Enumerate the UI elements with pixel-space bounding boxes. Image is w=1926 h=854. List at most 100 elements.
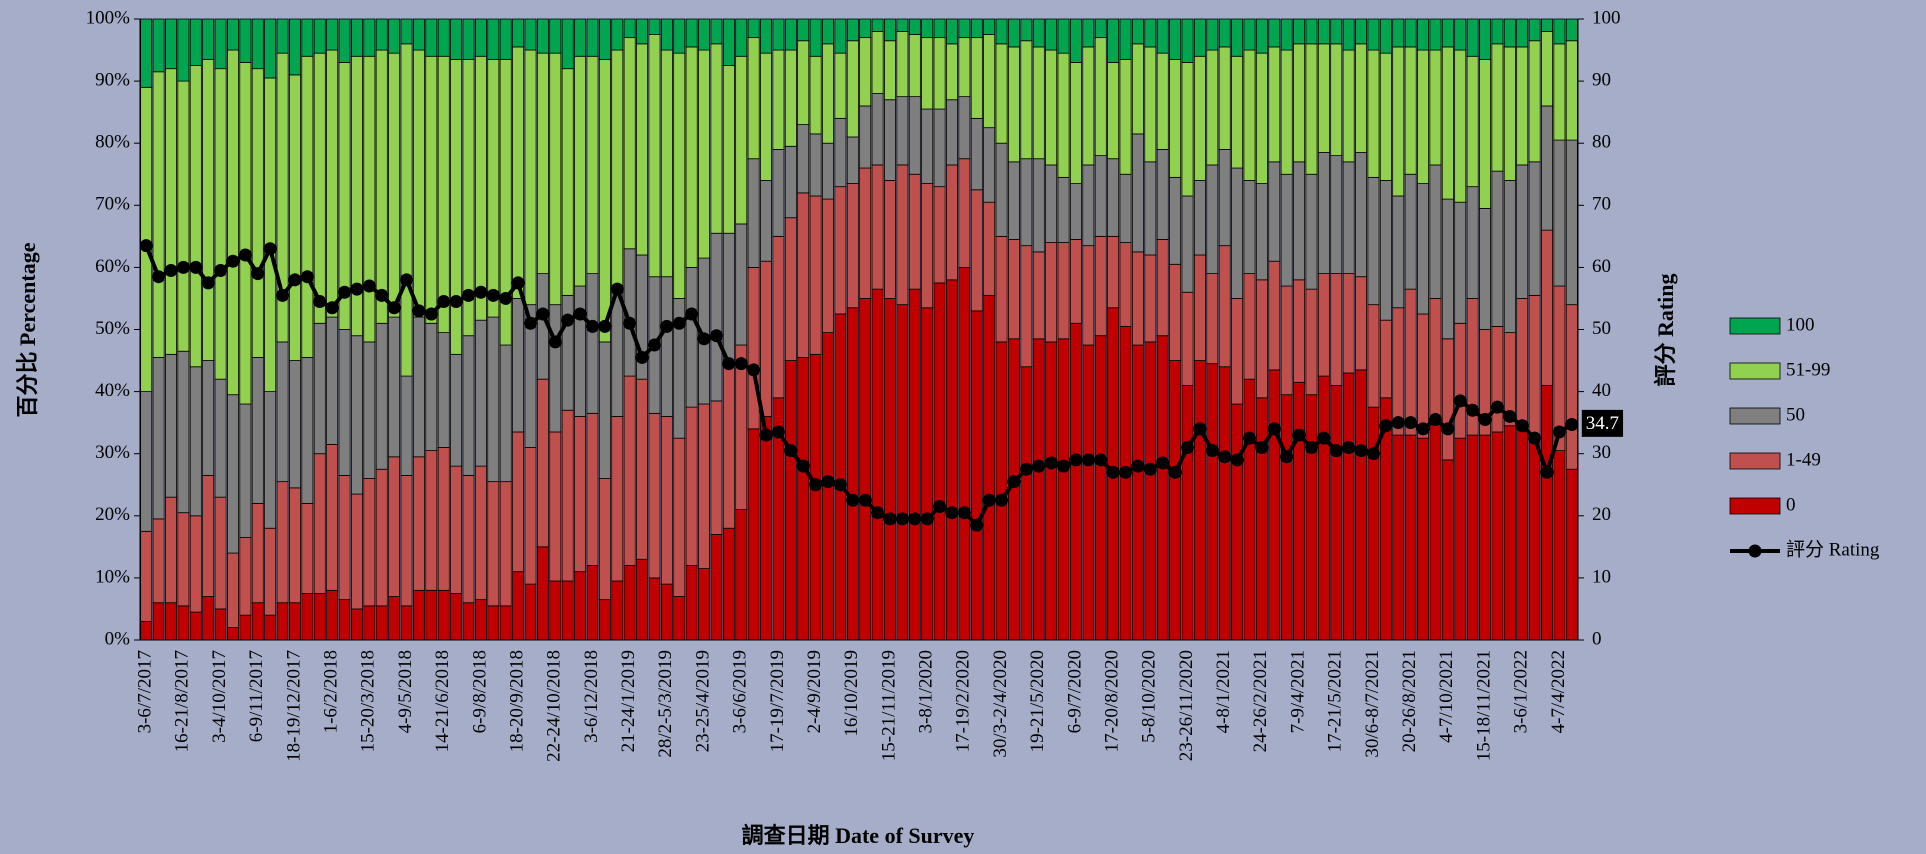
bar-segment bbox=[474, 18, 487, 57]
bar-segment bbox=[809, 55, 822, 135]
bar-segment bbox=[859, 37, 872, 107]
bar-segment bbox=[437, 447, 450, 591]
rating-point bbox=[747, 363, 761, 377]
bar-segment bbox=[648, 18, 661, 35]
bar-segment bbox=[313, 322, 326, 455]
bar-segment bbox=[326, 316, 339, 445]
bar-segment bbox=[871, 93, 884, 166]
rating-point bbox=[412, 304, 426, 318]
rating-point bbox=[1366, 447, 1380, 461]
y2-tick-label: 10 bbox=[1592, 566, 1611, 587]
bar-segment bbox=[722, 366, 735, 529]
bar-segment bbox=[1094, 18, 1107, 39]
rating-point bbox=[1552, 425, 1566, 439]
bar-segment bbox=[834, 52, 847, 119]
bar-segment bbox=[809, 195, 822, 355]
bar-segment bbox=[313, 52, 326, 324]
y-axis-title: 百分比 Percentage bbox=[15, 242, 40, 417]
bar-segment bbox=[226, 18, 239, 51]
bar-segment bbox=[1342, 18, 1355, 51]
legend-label: 100 bbox=[1786, 314, 1815, 335]
bar-segment bbox=[326, 18, 339, 51]
bar-segment bbox=[1255, 279, 1268, 399]
bar-segment bbox=[1280, 394, 1293, 641]
bar-segment bbox=[896, 31, 909, 98]
rating-point bbox=[1044, 456, 1058, 470]
bar-segment bbox=[1342, 372, 1355, 641]
rating-point bbox=[623, 316, 637, 330]
bar-segment bbox=[1094, 155, 1107, 237]
x-tick-label: 18-19/12/2017 bbox=[283, 650, 304, 762]
bar-segment bbox=[673, 596, 686, 641]
bar-segment bbox=[660, 416, 673, 585]
bar-segment bbox=[313, 18, 326, 54]
bar-segment bbox=[1565, 139, 1578, 306]
bar-segment bbox=[474, 599, 487, 641]
bar-segment bbox=[1553, 139, 1566, 287]
bar-segment bbox=[1367, 176, 1380, 306]
bar-segment bbox=[1429, 298, 1442, 424]
bar-segment bbox=[1020, 158, 1033, 247]
x-tick-label: 17-20/8/2020 bbox=[1101, 650, 1122, 752]
bar-segment bbox=[1094, 235, 1107, 337]
bar-segment bbox=[1417, 183, 1430, 315]
bar-segment bbox=[1355, 18, 1368, 45]
bar-segment bbox=[1479, 18, 1492, 60]
rating-point bbox=[759, 428, 773, 442]
bar-segment bbox=[1206, 363, 1219, 641]
rating-point bbox=[821, 475, 835, 489]
x-tick-label: 3-6/6/2019 bbox=[730, 650, 751, 733]
bar-segment bbox=[1466, 18, 1479, 57]
bar-segment bbox=[264, 391, 277, 529]
x-tick-label: 17-21/5/2021 bbox=[1325, 650, 1346, 752]
bar-segment bbox=[1243, 18, 1256, 51]
rating-point bbox=[660, 319, 674, 333]
rating-point bbox=[610, 282, 624, 296]
rating-point bbox=[846, 493, 860, 507]
bar-segment bbox=[487, 316, 500, 483]
bar-segment bbox=[784, 49, 797, 147]
bar-segment bbox=[1330, 273, 1343, 386]
bar-segment bbox=[1045, 164, 1058, 243]
bar-segment bbox=[598, 58, 611, 343]
x-tick-label: 30/6-8/7/2021 bbox=[1362, 650, 1383, 758]
bar-segment bbox=[1107, 18, 1120, 63]
rating-point bbox=[350, 282, 364, 296]
bar-segment bbox=[896, 304, 909, 641]
bar-segment bbox=[834, 313, 847, 641]
bar-segment bbox=[1119, 58, 1132, 175]
rating-point bbox=[1304, 440, 1318, 454]
x-tick-label: 15-20/3/2018 bbox=[358, 650, 379, 752]
x-tick-label: 16/10/2019 bbox=[841, 650, 862, 737]
bar-segment bbox=[561, 18, 574, 70]
bar-segment bbox=[1169, 18, 1182, 60]
bar-segment bbox=[1293, 279, 1306, 383]
bar-segment bbox=[1516, 164, 1529, 299]
bar-segment bbox=[747, 266, 760, 430]
bar-segment bbox=[437, 18, 450, 57]
bar-segment bbox=[1392, 307, 1405, 436]
bar-segment bbox=[1317, 43, 1330, 153]
bar-segment bbox=[1206, 164, 1219, 275]
bar-segment bbox=[288, 360, 301, 489]
bar-segment bbox=[884, 298, 896, 641]
bar-segment bbox=[301, 593, 314, 641]
bar-segment bbox=[400, 605, 413, 641]
bar-segment bbox=[1553, 18, 1566, 45]
bar-segment bbox=[474, 55, 487, 321]
bar-segment bbox=[313, 593, 326, 641]
bar-segment bbox=[412, 316, 425, 458]
bar-segment bbox=[140, 391, 153, 532]
bar-segment bbox=[735, 509, 748, 641]
rating-point bbox=[1515, 419, 1529, 433]
x-tick-label: 22-24/10/2018 bbox=[544, 650, 565, 762]
bar-segment bbox=[970, 117, 983, 191]
bar-segment bbox=[1280, 285, 1293, 396]
bar-segment bbox=[1131, 344, 1144, 641]
bar-segment bbox=[251, 18, 264, 70]
bar-segment bbox=[1082, 245, 1095, 346]
rating-point bbox=[536, 307, 550, 321]
bar-segment bbox=[1516, 298, 1529, 430]
bar-segment bbox=[921, 183, 934, 309]
rating-point bbox=[189, 260, 203, 274]
